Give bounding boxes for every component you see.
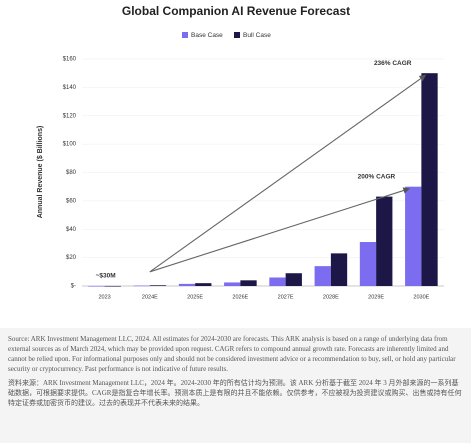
- annotation: 236% CAGR: [374, 60, 412, 67]
- legend-swatch: [182, 32, 188, 38]
- y-tick-label: $40: [66, 227, 77, 233]
- bar: [314, 266, 331, 286]
- annotation: 200% CAGR: [358, 173, 396, 180]
- x-tick-label: 2029E: [368, 294, 384, 300]
- bar: [269, 277, 286, 286]
- y-tick-label: $60: [66, 198, 77, 204]
- bar: [405, 186, 422, 286]
- y-tick-label: $140: [63, 85, 77, 91]
- chart-title: Global Companion AI Revenue Forecast: [122, 4, 350, 18]
- bar: [178, 283, 196, 286]
- y-tick-label: $100: [63, 142, 77, 148]
- legend-label: Bull Case: [243, 32, 271, 39]
- bar: [359, 242, 377, 286]
- bar: [133, 285, 150, 287]
- bar: [421, 73, 438, 286]
- cagr-arrow: [149, 187, 410, 273]
- y-tick-label: $160: [63, 57, 77, 63]
- bar: [149, 285, 167, 286]
- x-tick-label: 2027E: [278, 294, 294, 300]
- bar: [376, 196, 393, 286]
- x-tick-label: 2023: [99, 294, 111, 300]
- x-tick-label: 2030E: [413, 294, 429, 300]
- bar: [88, 285, 105, 287]
- y-axis-label: Annual Revenue ($ Billions): [37, 126, 44, 219]
- notes: Source: ARK Investment Management LLC, 2…: [0, 328, 471, 443]
- chart: Global Companion AI Revenue Forecast Ann…: [37, 4, 444, 300]
- annotation: ~$30M: [96, 273, 116, 280]
- legend-label: Base Case: [191, 32, 223, 39]
- note-chinese: 资料来源：ARK Investment Management LLC，2024 …: [8, 379, 462, 407]
- bar: [195, 283, 212, 286]
- bar: [224, 282, 241, 286]
- bar: [330, 253, 348, 286]
- x-tick-label: 2028E: [323, 294, 339, 300]
- x-tick-label: 2024E: [142, 294, 158, 300]
- note-english: Source: ARK Investment Management LLC, 2…: [8, 335, 456, 373]
- x-tick-label: 2026E: [232, 294, 248, 300]
- bar: [104, 285, 121, 287]
- bar: [285, 273, 302, 286]
- legend-swatch: [234, 32, 240, 38]
- bar: [240, 280, 257, 286]
- y-tick-label: $80: [66, 170, 77, 176]
- y-tick-label: $120: [63, 113, 77, 119]
- y-tick-label: $20: [66, 255, 77, 261]
- y-tick-label: $-: [71, 284, 76, 290]
- cagr-arrow: [149, 74, 427, 273]
- x-tick-label: 2025E: [187, 294, 203, 300]
